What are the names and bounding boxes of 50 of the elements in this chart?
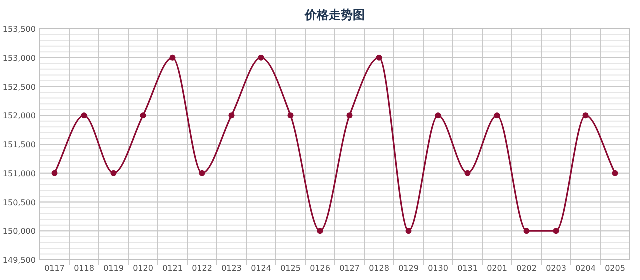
y-tick-label: 149,500 bbox=[2, 256, 36, 265]
point bbox=[464, 170, 471, 176]
y-tick-label: 153,500 bbox=[2, 25, 36, 34]
point bbox=[140, 112, 146, 119]
x-tick-label: 0128 bbox=[369, 264, 390, 273]
point bbox=[612, 170, 618, 176]
x-tick-label: 0126 bbox=[310, 264, 330, 273]
y-tick-label: 150,500 bbox=[2, 198, 36, 208]
point bbox=[317, 228, 324, 234]
x-tick-label: 0117 bbox=[44, 264, 65, 273]
point bbox=[52, 170, 58, 176]
x-tick-label: 0204 bbox=[576, 264, 596, 273]
x-tick-label: 0123 bbox=[222, 264, 242, 273]
x-tick-label: 0121 bbox=[162, 264, 183, 273]
x-tick-label: 0201 bbox=[487, 264, 508, 273]
y-tick-label: 152,500 bbox=[2, 82, 36, 92]
x-tick-label: 0122 bbox=[192, 264, 212, 273]
point bbox=[553, 228, 560, 234]
point bbox=[258, 54, 264, 61]
x-tick-label: 0130 bbox=[428, 264, 448, 273]
y-tick-label: 151,500 bbox=[2, 140, 36, 150]
point bbox=[494, 112, 500, 119]
x-tick-label: 0127 bbox=[340, 264, 360, 273]
x-tick-label: 0124 bbox=[251, 264, 272, 273]
y-tick-label: 150,000 bbox=[2, 227, 36, 236]
point bbox=[81, 112, 88, 119]
point bbox=[406, 228, 412, 234]
point bbox=[435, 112, 442, 119]
point bbox=[170, 54, 176, 61]
x-tick-label: 0118 bbox=[74, 264, 94, 273]
x-tick-label: 0202 bbox=[516, 264, 537, 273]
chart-title: 价格走势图 bbox=[304, 8, 365, 22]
point bbox=[524, 228, 530, 234]
point bbox=[582, 112, 589, 119]
y-tick-label: 153,000 bbox=[2, 54, 36, 63]
y-tick-label: 151,000 bbox=[2, 169, 36, 178]
point bbox=[110, 170, 117, 176]
x-tick-label: 0120 bbox=[133, 264, 154, 273]
x-tick-label: 0129 bbox=[398, 264, 419, 273]
point bbox=[228, 112, 235, 119]
x-tick-label: 0205 bbox=[605, 264, 626, 273]
x-tick-label: 0119 bbox=[104, 264, 124, 273]
point bbox=[199, 170, 206, 176]
point bbox=[288, 112, 294, 119]
point bbox=[376, 54, 382, 61]
x-tick-label: 0125 bbox=[280, 264, 301, 273]
x-tick-label: 0131 bbox=[458, 264, 478, 273]
x-tick-label: 0203 bbox=[546, 264, 566, 273]
y-tick-label: 152,000 bbox=[2, 112, 36, 121]
point bbox=[346, 112, 353, 119]
